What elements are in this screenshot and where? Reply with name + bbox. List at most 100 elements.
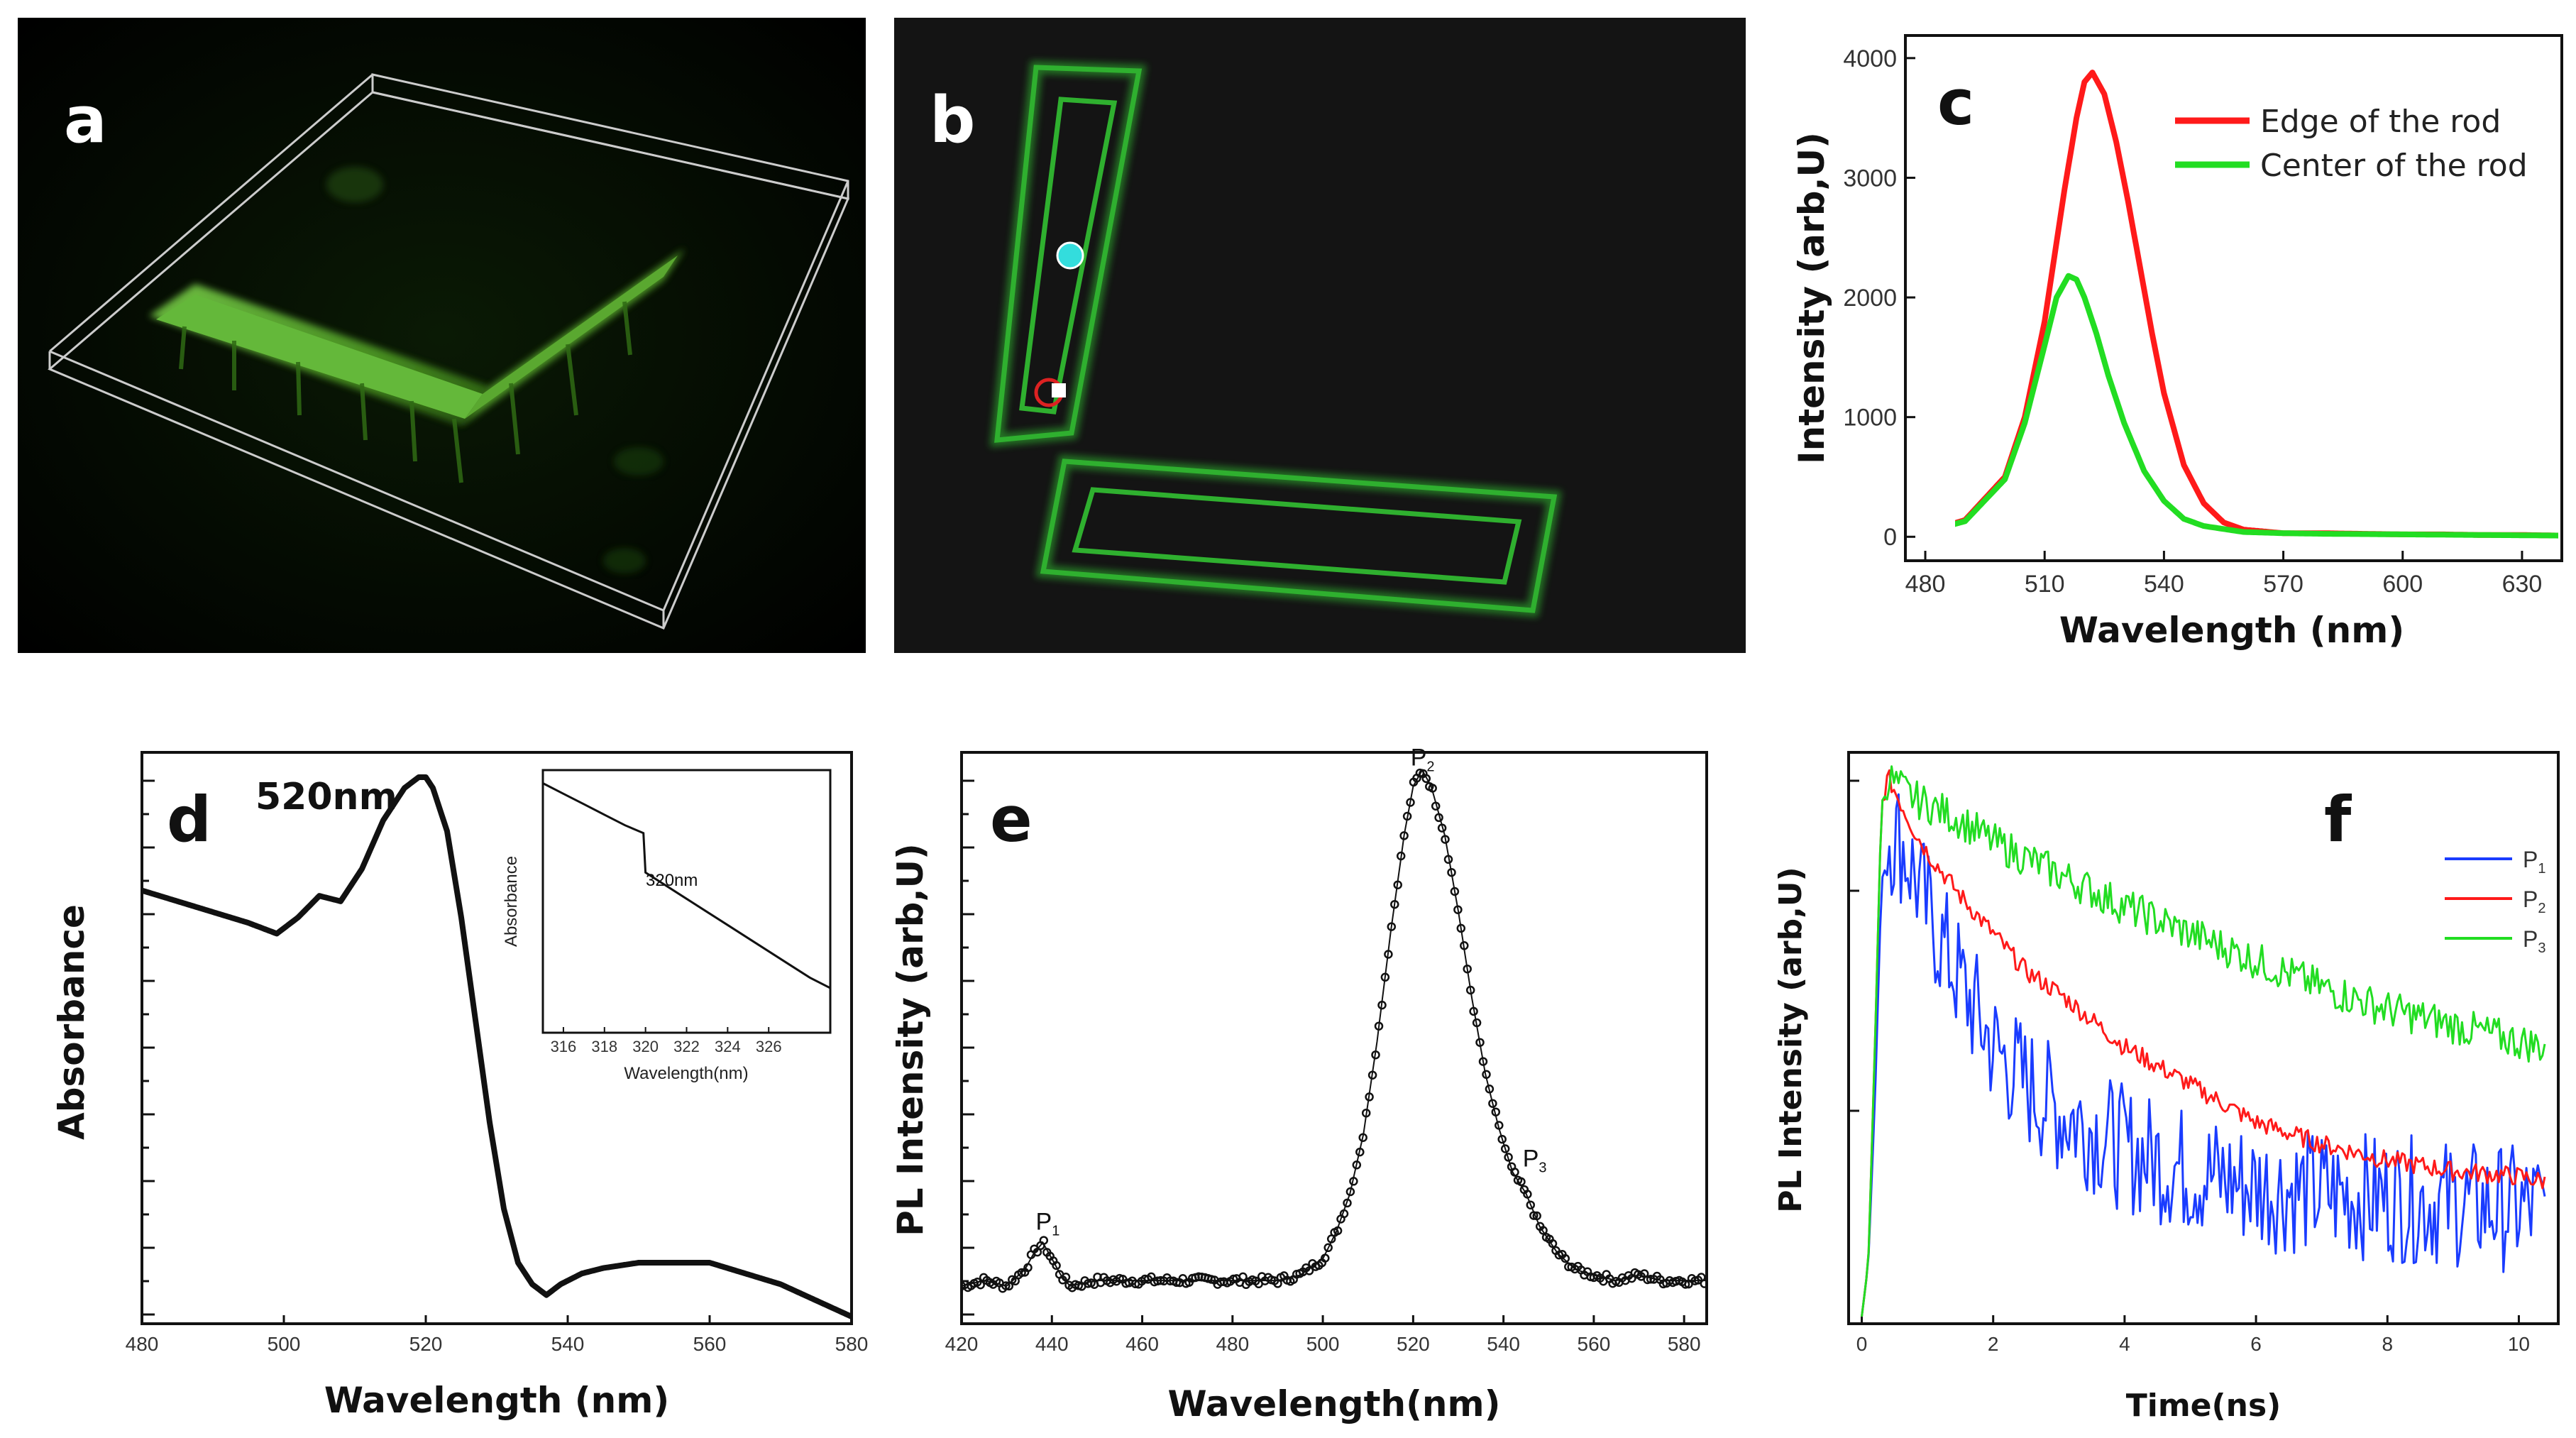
pl-data-point: [1463, 964, 1472, 974]
panel-e-series: [962, 768, 1707, 1293]
inset-xtick-label: 320: [632, 1038, 659, 1055]
panel-e-xtick-label: 420: [945, 1333, 979, 1355]
pl-data-point: [1323, 1243, 1333, 1253]
pl-data-point: [1488, 1099, 1497, 1108]
panel-e-xtick-label: 560: [1578, 1333, 1611, 1355]
series-line-center: [1955, 273, 2558, 539]
panel-f: 0 2 4 6 8 10 f P1 P2 P3 Time(ns) PL Intensity (…: [1773, 751, 2560, 1424]
panel-d: 480 500 520 540 560 580 d 520nm 316 318 320 322 3…: [51, 751, 868, 1421]
pl-data-point: [1517, 1177, 1526, 1187]
legend-label-p2: P2: [2523, 887, 2545, 916]
pl-data-point: [1491, 1107, 1501, 1116]
panel-c-ytick-label: 1000: [1843, 405, 1897, 432]
pl-data-point: [1367, 1070, 1377, 1080]
pl-data-point: [1304, 1266, 1314, 1275]
legend-label-center: Center of the rod: [2260, 148, 2528, 184]
pl-data-point: [1406, 798, 1415, 807]
pl-data-point: [1447, 867, 1456, 877]
panel-c-ytick-label: 4000: [1843, 45, 1897, 72]
pl-data-point: [1478, 1057, 1488, 1066]
panel-c-legend: Edge of the rod Center of the rod: [2175, 104, 2528, 184]
pl-data-point: [1539, 1226, 1548, 1235]
panel-e: 420 440 460 480 500 520 540 560 580 P1 P2 P3 e Wav…: [890, 744, 1708, 1425]
decay-line-p3: [1861, 765, 2546, 1317]
panel-f-xtick-label: 0: [1856, 1333, 1868, 1355]
panel-e-xtick-label: 440: [1035, 1333, 1069, 1355]
panel-f-y-ticks: [1849, 779, 1859, 1325]
pl-data-point: [1384, 950, 1393, 959]
panel-c-series: [1955, 70, 2558, 539]
panel-b-background: [894, 18, 1746, 653]
pl-data-point: [1343, 1198, 1352, 1208]
pl-data-point: [1441, 835, 1450, 844]
pl-data-point: [1680, 1280, 1690, 1289]
pl-data-point: [1393, 880, 1402, 889]
panel-d-xtick-label: 560: [693, 1333, 727, 1355]
panel-e-xtick-label: 460: [1125, 1333, 1159, 1355]
decay-line-p2: [1861, 769, 2546, 1317]
panel-e-ylabel: PL Intensity (arb,U): [890, 843, 931, 1236]
rod-3d: [149, 167, 685, 573]
panel-c-y-ticks: 0 1000 2000 3000 4000: [1843, 45, 1915, 551]
panel-d-inset: 316 318 320 322 324 326 320nm Wavelength(nm) …: [502, 769, 832, 1083]
pl-data-point: [1001, 1281, 1011, 1290]
panel-e-xtick-label: 480: [1216, 1333, 1249, 1355]
panel-e-letter: e: [990, 783, 1033, 856]
panel-c-ytick-label: 0: [1883, 524, 1897, 551]
panel-c-x-ticks: 480 510 540 570 600 630: [1905, 551, 2542, 598]
peak-label-p2: P2: [1411, 744, 1435, 774]
panel-e-xtick-label: 580: [1668, 1333, 1701, 1355]
panel-a-background: [18, 18, 866, 653]
pl-data-point: [1529, 1211, 1539, 1220]
pl-data-point: [1023, 1263, 1033, 1273]
panel-d-x-ticks: 480 500 520 540 560 580: [126, 1315, 868, 1355]
pl-data-point: [1321, 1253, 1330, 1263]
pl-data-point: [1456, 923, 1466, 933]
pl-data-point: [1548, 1239, 1558, 1248]
pl-data-point: [976, 1280, 985, 1290]
panel-d-xtick-label: 500: [268, 1333, 301, 1355]
panel-e-xtick-label: 520: [1397, 1333, 1430, 1355]
panel-f-x-ticks: 0 2 4 6 8 10: [1856, 1315, 2530, 1355]
panel-f-xtick-label: 6: [2250, 1333, 2262, 1355]
panel-d-xlabel: Wavelength (nm): [324, 1380, 669, 1421]
pl-data-point: [1380, 972, 1390, 982]
panel-f-series: [1861, 765, 2546, 1317]
pl-data-point: [1472, 1018, 1482, 1028]
panel-f-frame: [1847, 751, 2560, 1325]
panel-c: 480 510 540 570 600 630 0 1000 2000 3000 4000 c E…: [1791, 34, 2563, 651]
panel-d-xtick-label: 480: [126, 1333, 159, 1355]
inset-frame: [541, 769, 832, 1034]
inset-xtick-label: 316: [551, 1038, 577, 1055]
panel-c-xtick-label: 570: [2263, 571, 2303, 598]
panel-d-ylabel: Absorbance: [51, 904, 92, 1140]
pl-data-point: [1510, 1168, 1519, 1177]
panel-e-xtick-label: 540: [1487, 1333, 1520, 1355]
pl-data-point: [1396, 851, 1406, 861]
pl-data-point: [1399, 831, 1409, 840]
panel-c-xtick-label: 540: [2144, 571, 2184, 598]
panel-a: a: [18, 18, 866, 653]
pl-data-point: [1495, 1121, 1504, 1130]
pl-data-point: [1421, 774, 1431, 784]
panel-d-y-ticks: [142, 779, 155, 1316]
rod-fluorescence: [989, 60, 1562, 618]
absorbance-line: [142, 774, 852, 1319]
pl-data-point: [1469, 1006, 1478, 1016]
panel-d-frame: [141, 751, 853, 1325]
pl-data-point: [1497, 1134, 1507, 1144]
wireframe-box: [48, 73, 850, 630]
pl-data-point: [1377, 1000, 1387, 1010]
pl-data-point: [1523, 1190, 1532, 1199]
inset-xtick-label: 324: [715, 1038, 741, 1055]
pl-data-point: [1172, 1278, 1182, 1288]
pl-data-point: [1460, 941, 1469, 950]
panel-c-ytick-label: 2000: [1843, 285, 1897, 312]
pl-data-point: [1450, 887, 1460, 896]
peak-label-p1: P1: [1036, 1209, 1060, 1239]
decay-line-p1: [1861, 793, 2546, 1317]
peak-label-p3: P3: [1523, 1145, 1547, 1175]
panel-a-letter: a: [64, 83, 107, 158]
inset-xtick-label: 322: [673, 1038, 700, 1055]
